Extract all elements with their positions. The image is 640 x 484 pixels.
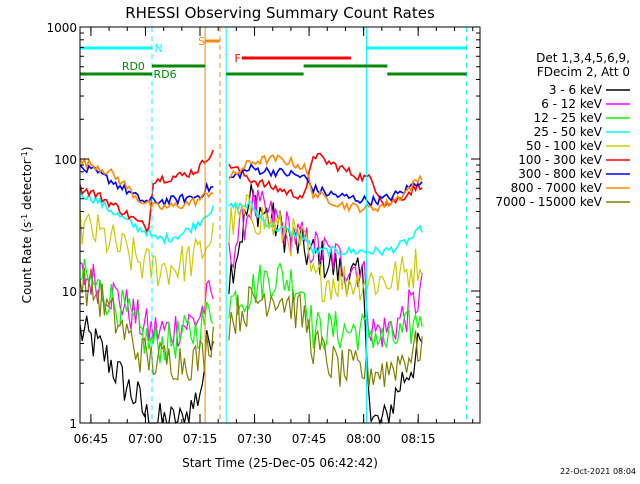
legend-entry-label: 6 - 12 keV bbox=[541, 97, 603, 111]
legend-entry-label: 3 - 6 keV bbox=[549, 83, 603, 97]
x-tick-label: 07:45 bbox=[292, 432, 327, 446]
plot-frame bbox=[79, 26, 481, 424]
flag-bar-label: F bbox=[235, 52, 241, 65]
legend-entry-label: 800 - 7000 keV bbox=[511, 181, 603, 195]
legend-entry-label: 300 - 800 keV bbox=[518, 167, 602, 181]
y-tick-label: 10 bbox=[62, 285, 77, 299]
x-axis-label: Start Time (25-Dec-05 06:42:42) bbox=[182, 456, 378, 470]
legend-header-line-1: Det 1,3,4,5,6,9, bbox=[536, 51, 630, 65]
legend-header-line-2: FDecim 2, Att 0 bbox=[537, 65, 630, 79]
legend-entry-label: 25 - 50 keV bbox=[534, 125, 603, 139]
footer-timestamp: 22-Oct-2021 08:04 bbox=[560, 467, 636, 476]
y-axis-label-part: Count Rate (s bbox=[20, 222, 34, 304]
legend-entry-label: 12 - 25 keV bbox=[534, 111, 603, 125]
legend-entry-label: 50 - 100 keV bbox=[526, 139, 603, 153]
legend-entry-label: 100 - 300 keV bbox=[518, 153, 602, 167]
series-line bbox=[79, 258, 423, 364]
legend-entry-label: 7000 - 15000 keV bbox=[495, 195, 602, 209]
x-tick-label: 08:00 bbox=[346, 432, 381, 446]
y-tick-label: 100 bbox=[54, 153, 77, 167]
data-layer bbox=[79, 149, 423, 425]
x-tick-label: 06:45 bbox=[74, 432, 109, 446]
chart-title: RHESSI Observing Summary Count Rates bbox=[125, 4, 435, 22]
x-tick-label: 07:30 bbox=[237, 432, 272, 446]
x-tick-label: 07:00 bbox=[128, 432, 163, 446]
flag-bar-label: S bbox=[198, 35, 205, 48]
x-tick-label: 07:15 bbox=[183, 432, 218, 446]
series-line bbox=[79, 184, 423, 425]
y-tick-label: 1000 bbox=[46, 21, 77, 35]
axes-layer: 1 10 100 1000 06:45 07:00 07:15 07:30 07:45 08:00… bbox=[46, 21, 481, 446]
y-tick-label: 1 bbox=[69, 417, 77, 431]
flag-bar-label: N bbox=[155, 42, 163, 55]
flag-bar-label: RD6 bbox=[153, 68, 176, 81]
y-axis-label-part: ) bbox=[20, 147, 34, 152]
series-line bbox=[79, 162, 423, 208]
y-axis-label-sup: -1 bbox=[20, 214, 29, 222]
plot-area bbox=[80, 27, 480, 423]
x-tick-label: 08:15 bbox=[401, 432, 436, 446]
flag-bar-label: RD0 bbox=[122, 60, 145, 73]
series-line bbox=[79, 193, 423, 303]
series-line bbox=[79, 154, 423, 214]
series-line bbox=[79, 267, 423, 388]
y-axis-label-part: detector bbox=[20, 159, 34, 214]
y-axis-label: Count Rate (s-1 detector-1) bbox=[20, 147, 35, 304]
y-axis-label-sup: -1 bbox=[20, 151, 29, 159]
